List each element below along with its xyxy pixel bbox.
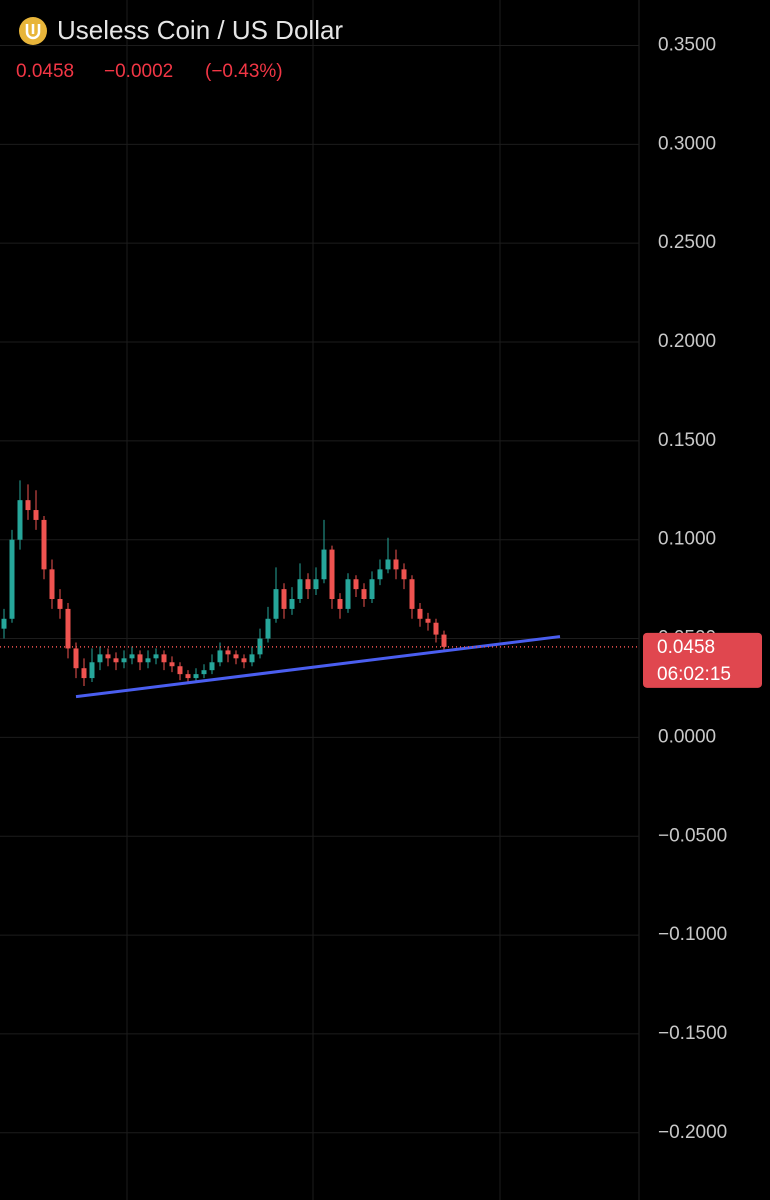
price-tag-countdown: 06:02:15	[657, 664, 731, 685]
y-tick-label: −0.2000	[658, 1122, 727, 1143]
candle-body	[321, 549, 327, 580]
y-tick-label: 0.3000	[658, 133, 716, 154]
price-tag-value: 0.0458	[657, 637, 715, 658]
candle-body	[289, 599, 295, 609]
candle-body	[57, 599, 63, 609]
y-tick-label: 0.2500	[658, 232, 716, 253]
candle-body	[217, 650, 223, 663]
candle-body	[249, 654, 255, 663]
candle-body	[281, 589, 287, 609]
candle-body	[297, 579, 303, 600]
candle-body	[361, 589, 367, 600]
candle-body	[185, 674, 191, 679]
candle-body	[385, 559, 391, 570]
candle-body	[345, 579, 351, 609]
candle-body	[353, 579, 359, 590]
candle-body	[393, 559, 399, 570]
candle-body	[33, 510, 39, 520]
y-tick-label: 0.2000	[658, 331, 716, 352]
candle-body	[73, 648, 79, 669]
candle-body	[193, 674, 199, 679]
y-tick-label: −0.1000	[658, 924, 727, 945]
candle-body	[401, 569, 407, 580]
candle-body	[41, 519, 47, 570]
candle-body	[329, 549, 335, 600]
candle-body	[137, 654, 143, 663]
y-tick-label: 0.1000	[658, 529, 716, 550]
candle-body	[81, 668, 87, 679]
candle-body	[9, 539, 15, 619]
candle-body	[153, 654, 159, 659]
candle-body	[265, 618, 271, 639]
candle-body	[65, 608, 71, 649]
y-tick-label: 0.3500	[658, 34, 716, 55]
candle-body	[369, 579, 375, 600]
vertical-grid	[126, 0, 501, 1200]
candle-body	[169, 662, 175, 667]
chart-title: Useless Coin / US Dollar	[57, 15, 343, 45]
candle-body	[105, 654, 111, 659]
candle-body	[225, 650, 231, 655]
candle-body	[417, 608, 423, 619]
coin-icon-glyph	[25, 24, 41, 40]
candle-body	[89, 662, 95, 679]
candle-body	[241, 658, 247, 663]
candle-body	[313, 579, 319, 590]
candle-body	[273, 589, 279, 619]
candle-body	[17, 500, 23, 540]
candle-body	[209, 662, 215, 671]
candle-body	[129, 654, 135, 659]
last-price: 0.0458	[16, 61, 74, 82]
candle-body	[409, 579, 415, 609]
price-tag	[643, 632, 762, 688]
candle-body	[145, 658, 151, 663]
candle-body	[433, 622, 439, 635]
candle-body	[25, 500, 31, 511]
y-tick-label: 0.0000	[658, 726, 716, 747]
price-change: −0.0002	[104, 61, 173, 82]
y-tick-label: −0.0500	[658, 825, 727, 846]
candle-body	[441, 634, 447, 647]
y-tick-label: 0.1500	[658, 430, 716, 451]
candle-body	[121, 658, 127, 663]
candle-body	[425, 618, 431, 623]
candle-body	[305, 579, 311, 590]
candle-body	[201, 670, 207, 675]
candle-body	[113, 658, 119, 663]
candle-body	[233, 654, 239, 659]
y-tick-label: −0.1500	[658, 1023, 727, 1044]
candle-body	[1, 618, 7, 629]
plot-area	[0, 44, 639, 1134]
candle-body	[377, 569, 383, 580]
candle-body	[337, 599, 343, 609]
candle-body	[49, 569, 55, 600]
trendline	[75, 635, 561, 699]
candle-body	[97, 654, 103, 663]
price-change-percent: (−0.43%)	[205, 61, 283, 82]
candle-body	[177, 666, 183, 675]
candle-body	[161, 654, 167, 663]
